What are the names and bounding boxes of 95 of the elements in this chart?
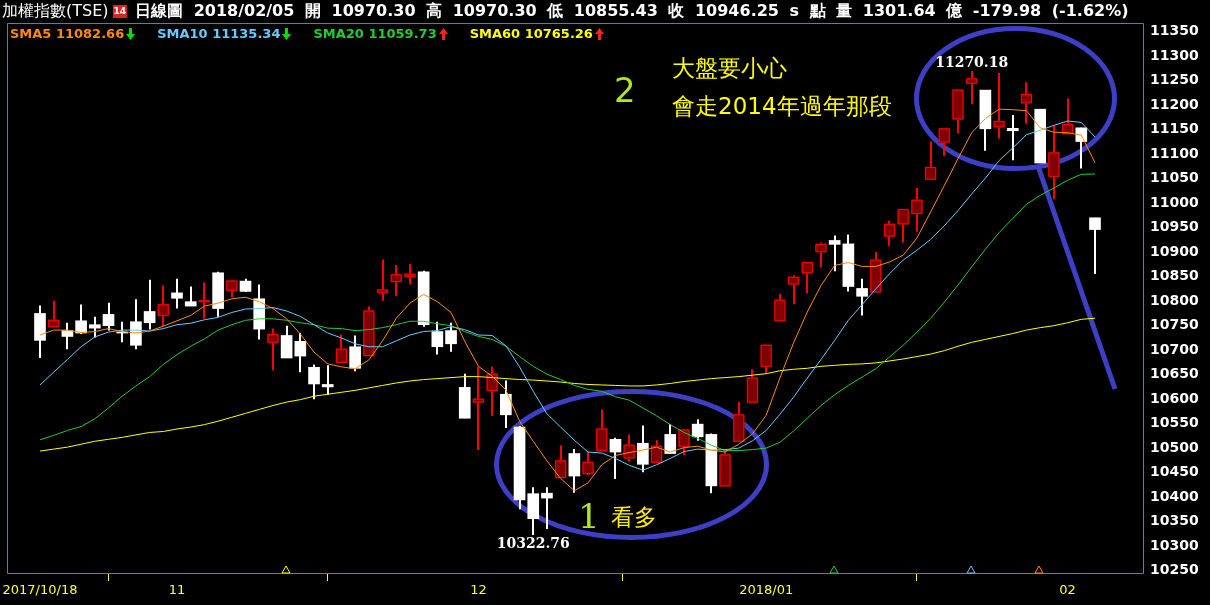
candlestick <box>637 424 649 474</box>
candlestick <box>828 234 841 273</box>
text: SMA10 11135.34 <box>157 26 281 41</box>
candlestick <box>856 277 868 317</box>
text: SMA20 11059.73 <box>313 26 437 41</box>
x-tick-label: 02 <box>1059 581 1076 597</box>
candlestick <box>595 408 608 453</box>
y-tick-label: 11300 <box>1150 46 1199 63</box>
y-tick-label: 10750 <box>1150 316 1199 333</box>
candlestick <box>883 219 896 248</box>
candlestick <box>582 451 594 477</box>
candlestick <box>267 327 279 372</box>
y-tick-label: 10550 <box>1150 414 1199 431</box>
candlestick <box>911 187 923 233</box>
annotation: 10322.76 <box>496 534 570 551</box>
candlestick <box>1089 216 1101 276</box>
y-tick-label: 10250 <box>1150 561 1199 578</box>
candlestick <box>568 448 581 494</box>
candlestick <box>102 301 115 332</box>
candlestick <box>541 486 553 530</box>
text: SMA60 10765.26 <box>469 26 593 41</box>
candlestick <box>308 363 320 401</box>
y-tick-label: 11350 <box>1150 22 1199 39</box>
candlestick <box>774 292 786 323</box>
y-tick-label: 10850 <box>1150 267 1199 284</box>
y-tick-label: 10900 <box>1150 242 1199 259</box>
candlestick <box>787 274 800 306</box>
candlestick <box>88 315 101 339</box>
candlestick <box>760 343 772 375</box>
candlestick <box>472 365 485 452</box>
candlestick <box>143 278 156 331</box>
candlestick <box>965 69 978 106</box>
candlestick <box>157 284 170 328</box>
candlestick <box>650 439 663 464</box>
candlestick <box>171 277 183 310</box>
annotation: 大盤要小心 <box>672 55 787 81</box>
y-tick-label: 10350 <box>1150 512 1199 529</box>
candlestick <box>815 241 827 269</box>
candlestick <box>404 262 416 286</box>
candlestick <box>554 444 567 479</box>
candlestick <box>678 428 690 456</box>
x-tick-label: 2017/10/18 <box>2 581 78 597</box>
candlestick <box>1020 81 1033 125</box>
x-tick-label: 2018/01 <box>739 581 794 597</box>
y-tick-label: 10400 <box>1150 487 1199 504</box>
candlestick <box>1061 97 1074 136</box>
annotation: 看多 <box>611 504 657 530</box>
y-tick-label: 10600 <box>1150 389 1199 406</box>
y-tick-label: 10700 <box>1150 340 1199 357</box>
y-tick-label: 10650 <box>1150 365 1199 382</box>
candlestick <box>993 71 1005 140</box>
candlestick <box>349 334 361 373</box>
chart-subtitle: 日線圖 2018/02/05 開 10970.30 高 10970.30 低 10855.43 收 10946.25 s 點 量 1301.64 億 -179.98 (-1.62%) <box>135 0 1129 22</box>
candlestick <box>445 321 457 353</box>
candlestick <box>75 303 87 336</box>
candlestick <box>280 324 293 360</box>
candlestick <box>294 332 307 374</box>
text: 14 <box>112 4 128 18</box>
candlestick <box>376 258 389 302</box>
candlestick <box>664 423 677 455</box>
candlestick <box>897 208 910 244</box>
annotation: 會走2014年過年那段 <box>672 93 892 119</box>
y-tick-label: 11200 <box>1150 95 1199 112</box>
candlestick <box>431 320 444 356</box>
y-tick-label: 11100 <box>1150 144 1199 161</box>
candlestick <box>1075 126 1088 170</box>
candlestick <box>924 140 937 181</box>
x-tick-label: 12 <box>470 581 487 597</box>
candlestick <box>500 379 512 430</box>
y-tick-label: 10950 <box>1150 218 1199 235</box>
annotation: 11270.18 <box>935 53 1009 70</box>
candlestick <box>938 127 951 157</box>
y-tick-label: 11050 <box>1150 169 1199 186</box>
annotation: 1 <box>578 496 600 536</box>
annotation: 2 <box>614 70 636 110</box>
y-tick-label: 10800 <box>1150 291 1199 308</box>
text: SMA5 11082.66 <box>10 26 125 41</box>
y-tick-label: 11000 <box>1150 193 1199 210</box>
candlestick <box>335 333 348 364</box>
y-tick-label: 11250 <box>1150 71 1199 88</box>
candlestick <box>321 364 334 396</box>
candlestick <box>801 261 814 295</box>
y-tick-label: 11150 <box>1150 120 1199 137</box>
y-tick-label: 10500 <box>1150 438 1199 455</box>
candlestick <box>486 365 498 417</box>
candlestick <box>1006 114 1019 162</box>
y-tick-label: 10450 <box>1150 463 1199 480</box>
candlestick <box>198 281 211 320</box>
candlestick <box>623 433 635 463</box>
chart-title: 加權指數(TSE) <box>2 0 109 22</box>
y-tick-label: 10300 <box>1150 536 1199 553</box>
x-tick-label: 11 <box>168 581 186 597</box>
candlestick <box>390 263 403 298</box>
candlestick <box>609 436 622 480</box>
candlestick <box>47 299 60 329</box>
